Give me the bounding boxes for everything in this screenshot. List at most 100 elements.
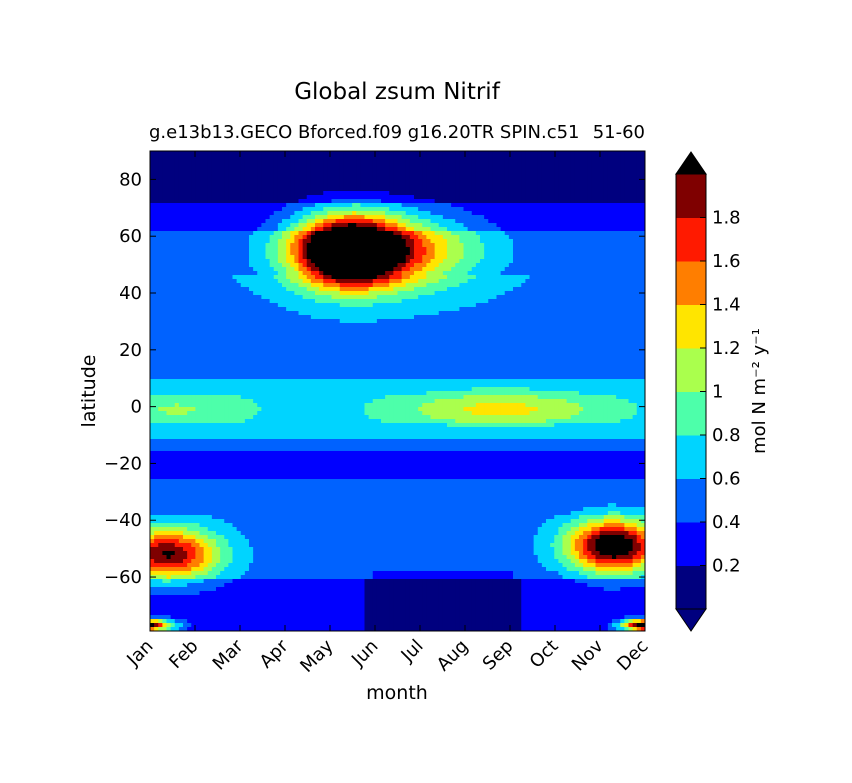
contour-cell: [310, 171, 316, 176]
contour-cell: [376, 279, 382, 284]
contour-cell: [537, 231, 543, 236]
contour-cell: [624, 283, 630, 288]
contour-cell: [211, 171, 217, 176]
contour-cell: [372, 299, 378, 304]
contour-cell: [211, 231, 217, 236]
contour-cell: [554, 291, 559, 296]
contour-cell: [220, 155, 225, 160]
contour-cell: [475, 203, 481, 208]
contour-cell: [414, 195, 419, 200]
contour-cell: [327, 207, 333, 212]
contour-cell: [496, 151, 502, 156]
contour-cell: [463, 203, 469, 208]
contour-cell: [628, 235, 634, 240]
contour-cell: [381, 207, 386, 212]
contour-cell: [282, 195, 287, 200]
contour-cell: [447, 279, 452, 284]
contour-cell: [356, 287, 361, 292]
contour-cell: [636, 275, 642, 280]
contour-cell: [389, 231, 394, 236]
contour-cell: [525, 291, 531, 296]
contour-cell: [438, 191, 444, 196]
contour-cell: [459, 263, 465, 268]
contour-cell: [199, 315, 205, 320]
contour-cell: [459, 275, 465, 280]
contour-cell: [224, 255, 229, 260]
contour-cell: [335, 239, 341, 244]
contour-cell: [488, 155, 493, 160]
contour-cell: [302, 243, 308, 248]
contour-cell: [282, 167, 287, 172]
contour-cell: [570, 199, 576, 204]
contour-cell: [616, 179, 621, 184]
contour-cell: [541, 163, 547, 168]
contour-cell: [521, 155, 526, 160]
contour-cell: [348, 167, 353, 172]
contour-cell: [306, 283, 312, 288]
contour-cell: [228, 299, 234, 304]
contour-cell: [393, 283, 399, 288]
contour-cell: [348, 303, 353, 308]
contour-cell: [455, 219, 460, 224]
contour-cell: [187, 247, 192, 252]
contour-cell: [418, 291, 423, 296]
contour-cell: [640, 215, 645, 220]
contour-cell: [603, 219, 609, 224]
contour-cell: [195, 171, 201, 176]
contour-cell: [170, 307, 176, 312]
contour-cell: [566, 303, 572, 308]
contour-cell: [376, 295, 382, 300]
contour-cell: [277, 295, 283, 300]
contour-cell: [187, 227, 192, 232]
contour-cell: [447, 159, 452, 164]
contour-cell: [513, 163, 518, 168]
contour-cell: [286, 211, 291, 216]
contour-cell: [150, 275, 155, 280]
contour-cell: [504, 279, 510, 284]
contour-cell: [236, 263, 242, 268]
contour-cell: [257, 255, 262, 260]
contour-cell: [554, 259, 559, 264]
contour-cell: [579, 175, 584, 180]
contour-cell: [455, 311, 460, 316]
contour-cell: [442, 195, 448, 200]
contour-cell: [426, 183, 432, 188]
contour-cell: [467, 279, 473, 284]
contour-cell: [253, 263, 258, 268]
contour-cell: [405, 179, 411, 184]
contour-cell: [414, 283, 419, 288]
contour-cell: [356, 191, 361, 196]
contour-cell: [199, 191, 205, 196]
contour-cell: [558, 307, 564, 312]
contour-cell: [624, 191, 630, 196]
contour-cell: [405, 231, 411, 236]
contour-cell: [591, 179, 597, 184]
contour-cell: [393, 311, 399, 316]
contour-cell: [591, 199, 597, 204]
contour-cell: [191, 275, 196, 280]
contour-cell: [265, 227, 271, 232]
contour-cell: [257, 267, 262, 272]
contour-cell: [591, 239, 597, 244]
contour-cell: [513, 263, 518, 268]
contour-cell: [166, 167, 172, 172]
contour-cell: [430, 199, 436, 204]
contour-cell: [376, 231, 382, 236]
contour-cell: [195, 155, 201, 160]
contour-cell: [574, 175, 580, 180]
contour-cell: [463, 219, 469, 224]
contour-cell: [434, 231, 440, 236]
contour-cell: [574, 295, 580, 300]
contour-cell: [628, 227, 634, 232]
contour-cell: [541, 287, 547, 292]
contour-cell: [517, 219, 522, 224]
contour-cell: [632, 279, 638, 284]
contour-cell: [211, 315, 217, 320]
contour-cell: [612, 311, 617, 316]
contour-cell: [533, 203, 539, 208]
contour-cell: [504, 275, 510, 280]
contour-cell: [319, 243, 324, 248]
contour-cell: [442, 263, 448, 268]
contour-cell: [430, 187, 436, 192]
contour-cell: [331, 275, 337, 280]
